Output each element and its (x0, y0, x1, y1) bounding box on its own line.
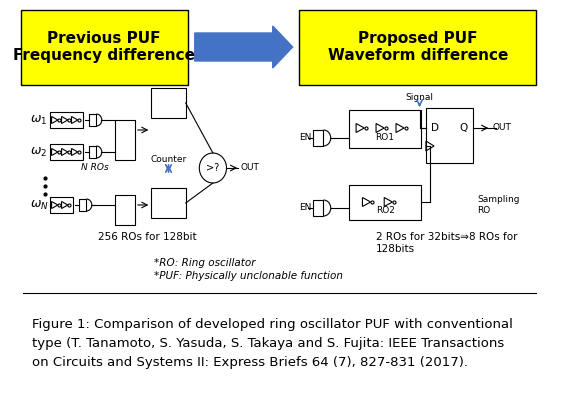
Text: OUT: OUT (493, 123, 512, 133)
Bar (50, 112, 83, 128)
FancyBboxPatch shape (299, 10, 537, 85)
Bar (313, 130, 323, 146)
Text: N ROs: N ROs (81, 164, 109, 172)
Bar (349, 185, 421, 220)
Bar (115, 195, 135, 225)
Bar (50, 197, 73, 213)
Text: >?: >? (206, 163, 220, 173)
Bar (151, 88, 185, 118)
Text: RO1: RO1 (376, 133, 394, 141)
Text: $\omega_1$: $\omega_1$ (30, 114, 47, 127)
Bar (115, 120, 135, 160)
Bar (151, 188, 185, 218)
Text: 2 ROs for 32bits⇒8 ROs for
128bits: 2 ROs for 32bits⇒8 ROs for 128bits (376, 232, 518, 254)
Bar (426, 108, 473, 163)
Text: Proposed PUF
Waveform difference: Proposed PUF Waveform difference (328, 31, 508, 63)
Bar (89, 114, 96, 126)
Text: EN: EN (299, 204, 311, 212)
Text: Counter: Counter (150, 156, 187, 164)
FancyArrow shape (195, 26, 293, 68)
Text: Sampling
RO: Sampling RO (478, 195, 520, 215)
Bar (349, 110, 421, 148)
Bar (313, 200, 323, 216)
Bar (79, 199, 86, 211)
Circle shape (200, 153, 227, 183)
FancyBboxPatch shape (21, 10, 188, 85)
Text: 256 ROs for 128bit: 256 ROs for 128bit (99, 232, 197, 242)
Text: $\omega_2$: $\omega_2$ (30, 145, 47, 158)
Text: *PUF: Physically unclonable function: *PUF: Physically unclonable function (154, 271, 343, 281)
Bar (89, 146, 96, 158)
Text: $\omega_N$: $\omega_N$ (30, 198, 49, 212)
Text: D: D (431, 123, 439, 133)
Text: Signal: Signal (406, 93, 434, 102)
Text: EN: EN (299, 133, 311, 143)
Text: RO2: RO2 (376, 206, 394, 215)
Text: Figure 1: Comparison of developed ring oscillator PUF with conventional
type (T.: Figure 1: Comparison of developed ring o… (32, 318, 512, 369)
Text: Previous PUF
Frequency difference: Previous PUF Frequency difference (13, 31, 195, 63)
Text: *RO: Ring oscillator: *RO: Ring oscillator (154, 258, 255, 268)
Bar (50, 144, 83, 160)
Text: Q: Q (460, 123, 468, 133)
Text: OUT: OUT (240, 164, 259, 172)
